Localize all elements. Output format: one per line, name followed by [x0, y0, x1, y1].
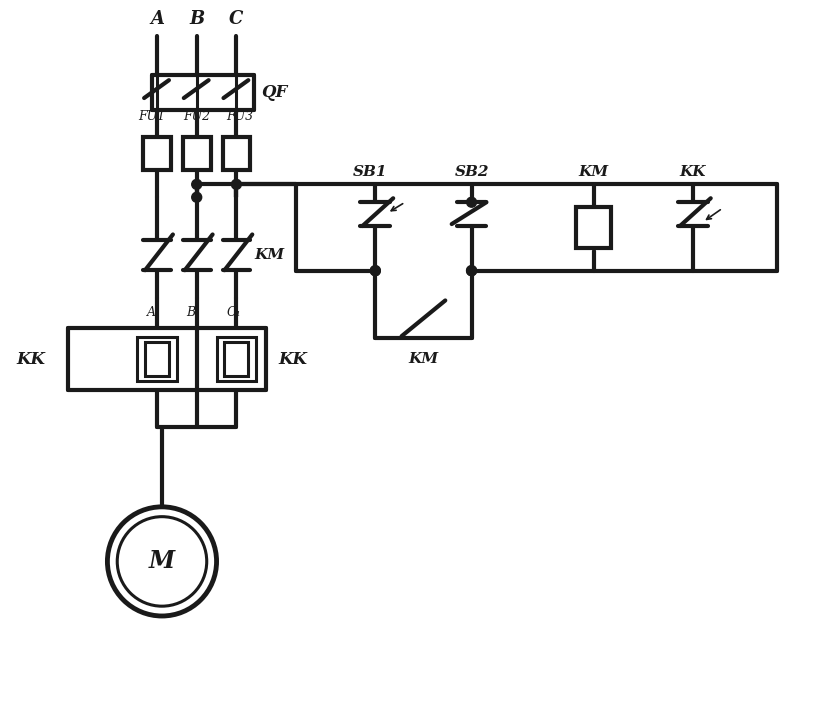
Circle shape	[371, 266, 381, 276]
Circle shape	[466, 266, 476, 276]
Bar	[222, 137, 250, 170]
Text: KK: KK	[17, 350, 46, 368]
Bar	[137, 337, 177, 381]
Text: FU1: FU1	[138, 110, 166, 123]
Text: C₁: C₁	[226, 307, 241, 320]
Text: KM: KM	[579, 165, 609, 180]
Circle shape	[466, 266, 476, 276]
Text: B: B	[189, 9, 204, 27]
Text: KK: KK	[278, 350, 307, 368]
Text: B₁: B₁	[187, 307, 201, 320]
Circle shape	[192, 192, 202, 202]
Bar	[225, 342, 248, 376]
Text: QF: QF	[262, 84, 287, 101]
Circle shape	[192, 180, 202, 190]
Text: A₁: A₁	[147, 307, 161, 320]
Text: KM: KM	[254, 248, 284, 262]
Text: FU2: FU2	[183, 110, 210, 123]
Circle shape	[466, 197, 476, 208]
Text: KK: KK	[680, 165, 706, 180]
Text: FU3: FU3	[226, 110, 253, 123]
Bar	[143, 137, 171, 170]
Text: A: A	[150, 9, 164, 27]
Bar	[182, 137, 211, 170]
Text: C: C	[229, 9, 243, 27]
Text: KM: KM	[408, 352, 438, 366]
Circle shape	[232, 180, 242, 190]
Bar	[217, 337, 257, 381]
Bar	[576, 207, 611, 248]
Text: SB1: SB1	[353, 165, 387, 180]
Circle shape	[371, 266, 381, 276]
Text: M: M	[149, 549, 175, 574]
Bar	[145, 342, 169, 376]
Text: SB2: SB2	[454, 165, 489, 180]
